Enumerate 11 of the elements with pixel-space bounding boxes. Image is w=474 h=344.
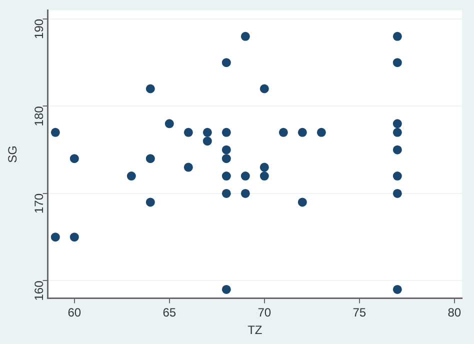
y-tick-label: 170 bbox=[32, 193, 46, 214]
x-axis-title: TZ bbox=[248, 323, 262, 338]
x-tick-label: 80 bbox=[448, 306, 462, 320]
x-tick-label: 60 bbox=[68, 306, 82, 320]
y-axis-title: SG bbox=[6, 146, 20, 163]
y-tick-label: 180 bbox=[32, 106, 46, 126]
x-tick-label: 75 bbox=[352, 306, 366, 320]
x-tick-label: 65 bbox=[162, 306, 176, 320]
y-tick-label: 160 bbox=[32, 280, 46, 301]
y-tick-label: 190 bbox=[32, 18, 46, 39]
x-tick-label: 70 bbox=[258, 306, 272, 320]
